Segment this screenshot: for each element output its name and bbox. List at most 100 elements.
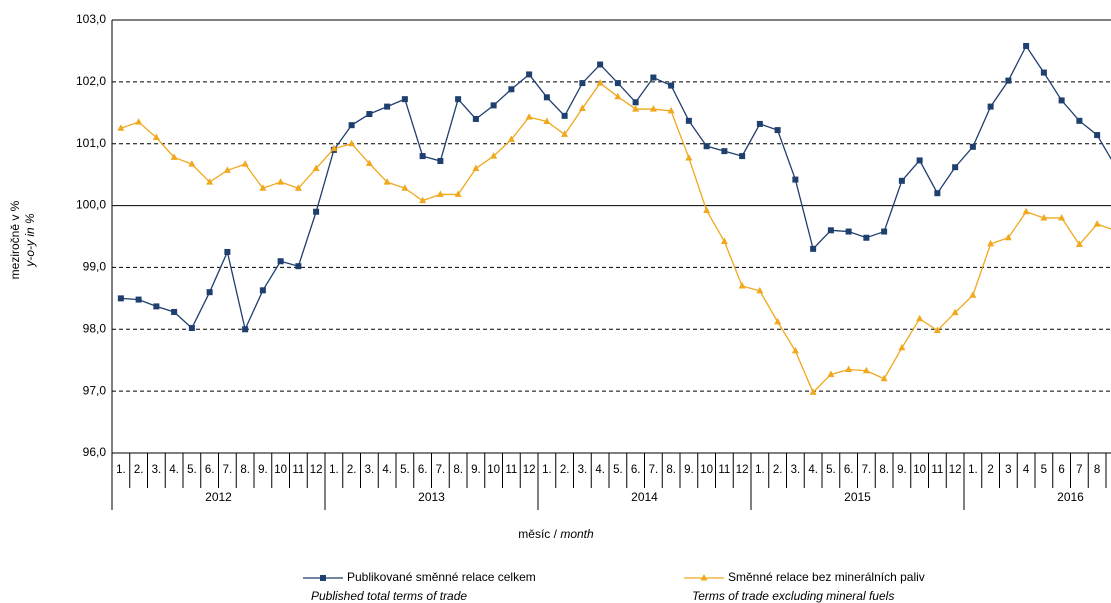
data-point	[188, 160, 196, 167]
series-line	[120, 44, 1111, 332]
data-point	[756, 286, 764, 294]
legend-label: Publikované směnné relace celkem	[347, 570, 536, 584]
data-point	[685, 117, 692, 124]
x-tick-label: 8.	[666, 464, 676, 476]
x-tick-label: 12	[310, 464, 323, 476]
data-point	[1040, 69, 1047, 76]
data-point	[632, 105, 640, 112]
data-point	[579, 80, 586, 87]
data-point	[472, 115, 479, 122]
data-point	[259, 287, 266, 294]
data-point	[401, 96, 408, 103]
x-tick-label: 4.	[808, 464, 818, 476]
data-point	[277, 178, 285, 185]
data-point	[401, 184, 409, 191]
data-point	[650, 74, 657, 81]
data-point	[383, 178, 391, 185]
separator: /	[550, 527, 560, 541]
x-tick-label: 10	[913, 464, 926, 476]
data-point	[898, 177, 905, 184]
data-point	[827, 370, 835, 377]
data-point	[597, 61, 604, 68]
x-tick-label: 6.	[844, 464, 854, 476]
x-tick-label: 2.	[347, 464, 357, 476]
data-point	[1075, 240, 1083, 248]
x-tick-label: 6	[1058, 464, 1064, 476]
data-point	[543, 94, 550, 101]
data-point	[898, 343, 906, 351]
data-point	[933, 326, 941, 334]
data-point	[295, 263, 302, 270]
legend-label-en: Published total terms of trade	[311, 589, 467, 603]
data-point	[419, 153, 426, 160]
year-label: 2014	[631, 490, 658, 504]
data-point	[1076, 117, 1083, 124]
data-point	[188, 325, 195, 332]
x-tick-label: 11	[718, 464, 730, 476]
y-axis-label: meziročně v %	[8, 200, 22, 279]
data-point	[916, 314, 924, 322]
data-point	[845, 228, 852, 235]
x-tick-label: 3.	[791, 464, 801, 476]
data-point	[809, 388, 817, 395]
data-point	[206, 178, 214, 185]
data-point	[1094, 132, 1101, 139]
data-point	[135, 296, 142, 303]
x-tick-label: 9.	[258, 464, 268, 476]
x-tick-label: 1.	[329, 464, 339, 476]
x-tick-label: 2	[987, 464, 993, 476]
x-tick-label: 6.	[205, 464, 215, 476]
x-tick-label: 1.	[968, 464, 978, 476]
data-point	[171, 308, 178, 315]
legend-marker	[700, 574, 708, 581]
x-tick-label: 8.	[240, 464, 250, 476]
year-label: 2016	[1057, 490, 1084, 504]
x-tick-label: 7.	[436, 464, 446, 476]
data-point	[649, 105, 657, 112]
data-point	[739, 153, 746, 160]
y-tick-label: 98,0	[83, 321, 107, 335]
data-point	[578, 104, 586, 111]
data-point	[1004, 233, 1012, 241]
data-point	[1023, 42, 1030, 49]
data-point	[951, 308, 959, 316]
data-point	[845, 365, 853, 372]
data-point	[1058, 97, 1065, 104]
data-point	[223, 166, 231, 173]
data-point	[508, 86, 515, 93]
x-tick-label: 12	[736, 464, 749, 476]
x-tick-label: 2.	[134, 464, 144, 476]
data-point	[384, 103, 391, 110]
x-tick-label: 10	[274, 464, 287, 476]
data-point	[774, 127, 781, 134]
data-point	[561, 130, 569, 137]
data-point	[685, 153, 693, 161]
x-tick-label: 12	[523, 464, 536, 476]
x-tick-label: 5.	[613, 464, 623, 476]
data-point	[987, 103, 994, 110]
x-tick-label: 1.	[116, 464, 126, 476]
data-point	[720, 237, 728, 244]
data-point	[721, 148, 728, 155]
x-tick-label: 3.	[152, 464, 162, 476]
y-tick-label: 96,0	[83, 445, 107, 459]
data-point	[153, 303, 160, 310]
x-tick-label: 9.	[897, 464, 907, 476]
x-tick-label: 7	[1076, 464, 1082, 476]
x-axis-label-en: month	[560, 527, 594, 541]
x-tick-label: 5.	[187, 464, 197, 476]
x-tick-label: 3.	[365, 464, 375, 476]
data-point	[507, 135, 515, 142]
x-tick-label: 12	[949, 464, 962, 476]
data-point	[703, 143, 710, 150]
x-tick-label: 5	[1041, 464, 1047, 476]
data-point	[525, 113, 533, 120]
x-tick-label: 2.	[773, 464, 783, 476]
x-tick-label: 8.	[879, 464, 889, 476]
data-point	[117, 295, 124, 302]
data-point	[365, 159, 373, 167]
data-point	[348, 139, 356, 147]
x-tick-label: 10	[487, 464, 500, 476]
data-point	[668, 82, 675, 89]
data-point	[241, 160, 249, 167]
